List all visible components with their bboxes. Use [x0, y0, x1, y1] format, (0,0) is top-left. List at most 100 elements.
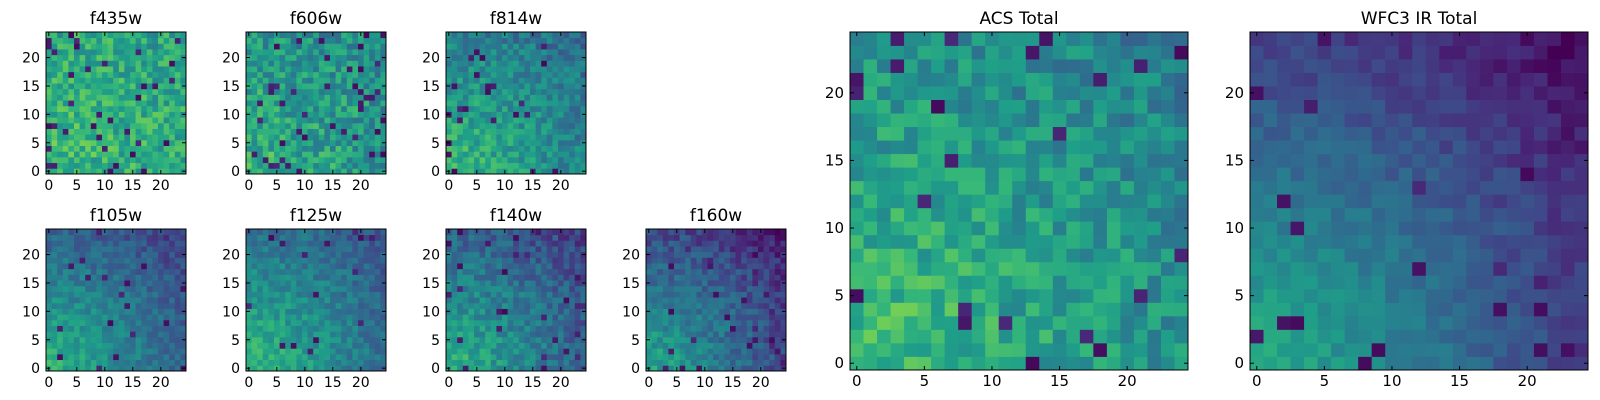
heatmap-cell	[546, 94, 553, 101]
heatmap-cell	[124, 83, 131, 90]
heatmap-cell	[696, 274, 703, 281]
heatmap-cell	[302, 257, 308, 264]
heatmap-cell	[513, 60, 520, 67]
heatmap-cell	[457, 100, 464, 107]
heatmap-cell	[158, 117, 164, 124]
heatmap-cell	[446, 240, 452, 247]
heatmap-cell	[769, 342, 776, 349]
heatmap-cell	[662, 263, 669, 270]
heatmap-cell	[1025, 275, 1040, 290]
heatmap-cell	[662, 308, 669, 315]
heatmap-cell	[380, 105, 387, 112]
heatmap-cell	[741, 365, 748, 372]
heatmap-cell	[363, 105, 370, 112]
heatmap-cell	[741, 319, 748, 326]
heatmap-cell	[513, 240, 520, 247]
heatmap-cell	[563, 319, 570, 326]
heatmap-cell	[662, 268, 669, 275]
heatmap-cell	[274, 234, 280, 241]
heatmap-cell	[718, 274, 725, 281]
heatmap-cell	[541, 32, 548, 39]
heatmap-cell	[502, 348, 508, 355]
heatmap-cell	[290, 314, 297, 321]
heatmap-cell	[524, 257, 531, 264]
heatmap-cell	[724, 297, 731, 304]
heatmap-cell	[62, 274, 69, 281]
heatmap-cell	[90, 268, 97, 275]
heatmap-cell	[513, 246, 520, 253]
heatmap-cell	[46, 151, 52, 158]
heatmap-cell	[257, 156, 264, 164]
heatmap-cell	[451, 342, 458, 349]
heatmap-cell	[904, 180, 918, 195]
heatmap-cell	[290, 111, 297, 118]
heatmap-cell	[141, 134, 148, 141]
heatmap-cell	[685, 297, 692, 304]
heatmap-cell	[352, 291, 359, 298]
heatmap-cell	[90, 359, 97, 366]
heatmap-cell	[124, 111, 131, 118]
heatmap-cell	[468, 88, 475, 95]
heatmap-cell	[163, 263, 170, 270]
heatmap-cell	[268, 268, 275, 275]
heatmap-cell	[718, 251, 725, 258]
heatmap-cell	[971, 180, 986, 195]
heatmap-cell	[530, 49, 536, 56]
heatmap-cell	[541, 162, 548, 169]
heatmap-cell	[163, 128, 170, 135]
heatmap-cell	[335, 240, 342, 247]
heatmap-cell	[302, 302, 308, 309]
heatmap-cell	[558, 111, 564, 118]
heatmap-cell	[313, 105, 320, 112]
heatmap-cell	[341, 234, 348, 241]
heatmap-cell	[296, 168, 303, 175]
heatmap-cell	[251, 111, 258, 118]
heatmap-cell	[380, 145, 387, 152]
heatmap-cell	[324, 71, 331, 78]
heatmap-cell	[507, 168, 514, 175]
heatmap-cell	[341, 43, 348, 50]
heatmap-cell	[146, 37, 153, 44]
heatmap-cell	[468, 37, 475, 44]
heatmap-cell	[363, 77, 370, 84]
heatmap-cell	[130, 268, 136, 275]
heatmap-cell	[324, 336, 331, 343]
heatmap-cell	[651, 365, 658, 372]
heatmap-cell	[651, 348, 658, 355]
heatmap-cell	[68, 263, 75, 270]
heatmap-cell	[174, 274, 181, 281]
heatmap-cell	[135, 285, 142, 292]
heatmap-cell	[290, 308, 297, 315]
heatmap-cell	[690, 246, 697, 253]
heatmap-cell	[46, 274, 52, 281]
heatmap-cell	[113, 274, 120, 281]
heatmap-cell	[552, 297, 559, 304]
heatmap-cell	[374, 297, 381, 304]
heatmap-cell	[262, 60, 269, 67]
heatmap-cell	[479, 49, 486, 56]
heatmap-cell	[468, 319, 475, 326]
heatmap-cell	[46, 263, 52, 270]
heatmap-cell	[346, 32, 353, 39]
heatmap-cell	[507, 60, 514, 67]
heatmap-cell	[971, 221, 986, 236]
x-tick-label: 20	[152, 178, 170, 194]
heatmap-cell	[163, 274, 170, 281]
heatmap-cell	[451, 297, 458, 304]
heatmap-cell	[262, 353, 269, 361]
heatmap-cell	[163, 359, 170, 366]
heatmap-cell	[330, 66, 336, 73]
heatmap-cell	[146, 94, 153, 101]
heatmap-cell	[546, 359, 553, 366]
heatmap-cell	[563, 49, 570, 56]
heatmap-cell	[944, 248, 959, 263]
heatmap-cell	[513, 105, 520, 112]
heatmap-cell	[352, 128, 359, 135]
heatmap-cell	[141, 268, 148, 275]
heatmap-cell	[174, 229, 181, 236]
heatmap-cell	[535, 319, 542, 326]
heatmap-cell	[330, 285, 336, 292]
heatmap-cell	[502, 145, 508, 152]
heatmap-cell	[485, 291, 492, 298]
heatmap-cell	[462, 359, 469, 366]
